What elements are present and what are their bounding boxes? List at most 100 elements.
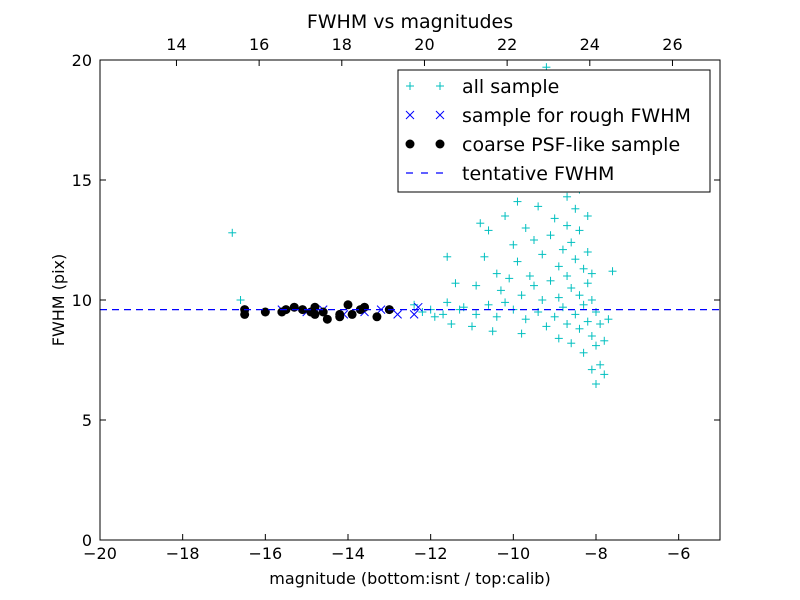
all-sample-point bbox=[530, 281, 538, 290]
top-x-tick-label: 26 bbox=[662, 35, 682, 54]
all-sample-point bbox=[501, 298, 510, 307]
all-sample-point bbox=[505, 274, 514, 283]
all-sample-point bbox=[484, 226, 493, 235]
all-sample-point bbox=[554, 293, 563, 302]
all-sample-point bbox=[447, 320, 456, 328]
legend-label: coarse PSF-like sample bbox=[462, 134, 680, 156]
all-sample-point bbox=[596, 360, 605, 369]
legend-marker-rough-fwhm bbox=[405, 110, 415, 120]
all-sample-point bbox=[567, 339, 576, 348]
all-sample-point bbox=[554, 262, 563, 271]
legend: all sample sample for rough FWHM coarse PS… bbox=[397, 69, 711, 193]
x-tick-label: −12 bbox=[414, 544, 448, 563]
all-sample-point bbox=[542, 322, 551, 331]
all-sample-point bbox=[513, 197, 522, 206]
x-tick-label: −8 bbox=[584, 544, 608, 563]
all-sample-point bbox=[517, 329, 526, 338]
all-sample-point bbox=[472, 281, 481, 290]
legend-label: tentative FWHM bbox=[462, 163, 614, 185]
y-tick-label: 5 bbox=[82, 411, 92, 430]
top-x-tick-label: 18 bbox=[332, 35, 352, 54]
all-sample-point bbox=[587, 365, 596, 374]
all-sample-point bbox=[513, 257, 522, 266]
all-sample-point bbox=[484, 300, 493, 309]
psf-like-point bbox=[347, 309, 357, 319]
all-sample-point bbox=[439, 310, 448, 319]
y-tick-label: 15 bbox=[72, 171, 92, 190]
all-sample-point bbox=[579, 348, 588, 357]
x-tick-label: −20 bbox=[83, 544, 117, 563]
x-tick-label: −16 bbox=[248, 544, 282, 563]
all-sample-point bbox=[546, 231, 555, 240]
psf-like-point bbox=[310, 309, 320, 319]
all-sample-point bbox=[583, 248, 592, 256]
psf-like-point bbox=[240, 309, 250, 319]
top-x-tick-label: 16 bbox=[249, 35, 269, 54]
all-sample-point bbox=[587, 296, 596, 304]
x-tick-label: −14 bbox=[331, 544, 365, 563]
x-axis-title: magnitude (bottom:isnt / top:calib) bbox=[269, 569, 550, 588]
all-sample-point bbox=[538, 296, 547, 304]
all-sample-point bbox=[476, 219, 485, 228]
all-sample-point bbox=[587, 269, 596, 278]
all-sample-point bbox=[492, 269, 501, 278]
y-tick-label: 0 bbox=[82, 531, 92, 550]
legend-box bbox=[397, 69, 711, 193]
all-sample-point bbox=[530, 236, 538, 244]
top-x-tick-label: 22 bbox=[497, 35, 517, 54]
x-tick-label: −6 bbox=[667, 544, 691, 563]
all-sample-point bbox=[521, 315, 530, 324]
all-sample-point bbox=[538, 250, 547, 259]
psf-like-point bbox=[260, 307, 270, 317]
psf-like-point bbox=[335, 312, 345, 322]
top-x-tick-label: 14 bbox=[166, 35, 186, 54]
all-sample-point bbox=[521, 224, 530, 232]
all-sample-point bbox=[550, 312, 559, 321]
all-sample-point bbox=[571, 255, 580, 264]
psf-like-point bbox=[360, 302, 370, 312]
all-sample-point bbox=[228, 228, 237, 237]
all-sample-point bbox=[558, 245, 567, 254]
all-sample-point bbox=[496, 286, 505, 295]
all-sample-point bbox=[600, 370, 609, 379]
top-x-tick-label: 24 bbox=[580, 35, 600, 54]
x-tick-label: −18 bbox=[166, 544, 200, 563]
all-sample-point bbox=[567, 284, 576, 292]
plot-frame bbox=[99, 59, 721, 541]
all-sample-point bbox=[492, 312, 501, 321]
all-sample-point bbox=[563, 272, 572, 280]
all-sample-point bbox=[600, 336, 609, 345]
all-sample-point bbox=[430, 312, 439, 321]
all-sample-point bbox=[410, 300, 419, 309]
all-sample-point bbox=[579, 300, 588, 309]
all-sample-point bbox=[583, 279, 592, 288]
all-sample-point bbox=[563, 192, 572, 201]
all-sample-point bbox=[592, 380, 600, 388]
plot-area bbox=[100, 63, 720, 388]
all-sample-point bbox=[608, 267, 617, 276]
legend-marker-all-sample bbox=[406, 82, 414, 90]
all-sample-point bbox=[592, 341, 600, 350]
all-sample-point bbox=[583, 212, 592, 220]
legend-label: sample for rough FWHM bbox=[462, 105, 691, 127]
psf-like-point bbox=[322, 314, 332, 324]
psf-like-point bbox=[343, 300, 353, 310]
all-sample-point bbox=[468, 322, 476, 331]
all-sample-point bbox=[534, 202, 543, 211]
all-sample-point bbox=[563, 221, 572, 230]
all-sample-point bbox=[604, 315, 613, 324]
all-sample-point bbox=[517, 291, 526, 300]
all-sample-point bbox=[501, 212, 510, 220]
legend-marker-all-sample bbox=[436, 82, 444, 90]
all-sample-point bbox=[571, 204, 580, 213]
y-tick-label: 20 bbox=[72, 51, 92, 70]
all-sample-point bbox=[472, 310, 481, 319]
all-sample-point bbox=[575, 324, 584, 333]
all-sample-point bbox=[236, 296, 245, 304]
all-sample-point bbox=[443, 252, 452, 261]
all-sample-point bbox=[525, 272, 534, 280]
all-sample-point bbox=[596, 320, 605, 328]
legend-marker-psf-like bbox=[435, 139, 445, 149]
chart-title: FWHM vs magnitudes bbox=[307, 11, 513, 33]
all-sample-point bbox=[488, 327, 497, 336]
